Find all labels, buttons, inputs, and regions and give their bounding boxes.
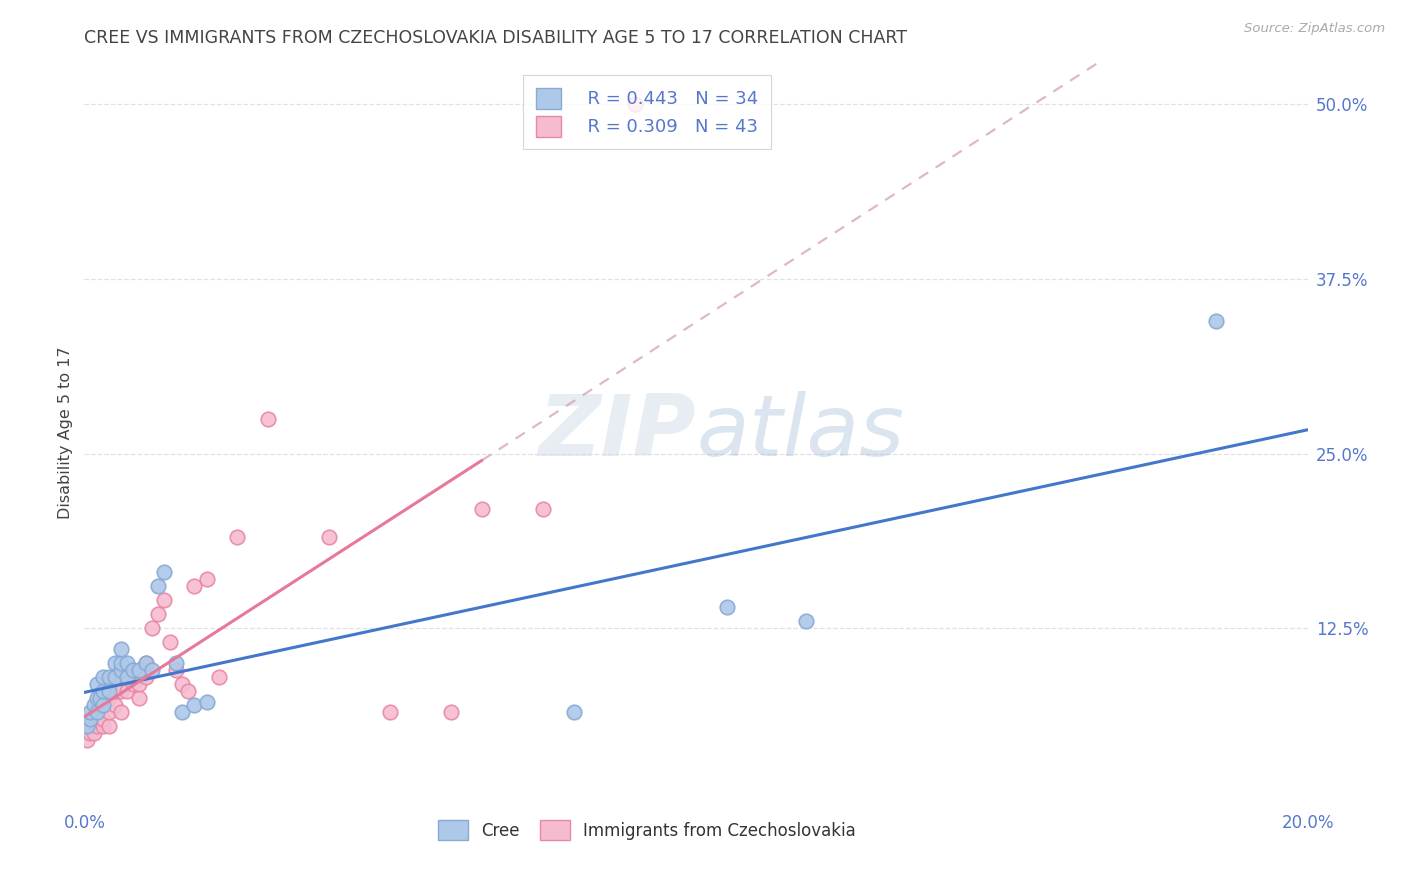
Point bbox=[135, 670, 157, 684]
Point bbox=[380, 705, 402, 719]
Point bbox=[91, 698, 114, 712]
Point bbox=[172, 677, 194, 691]
Point bbox=[226, 530, 249, 544]
Point bbox=[318, 530, 340, 544]
Point bbox=[79, 712, 101, 726]
Point bbox=[195, 695, 218, 709]
Point bbox=[97, 719, 120, 733]
Point bbox=[208, 670, 231, 684]
Point bbox=[104, 698, 127, 712]
Point bbox=[128, 677, 150, 691]
Point bbox=[104, 670, 127, 684]
Point bbox=[122, 663, 145, 677]
Point bbox=[115, 670, 138, 684]
Legend: Cree, Immigrants from Czechoslovakia: Cree, Immigrants from Czechoslovakia bbox=[432, 814, 863, 847]
Point bbox=[97, 684, 120, 698]
Point bbox=[153, 566, 176, 580]
Text: ZIP: ZIP bbox=[538, 391, 696, 475]
Point bbox=[128, 663, 150, 677]
Point bbox=[257, 411, 280, 425]
Point bbox=[172, 705, 194, 719]
Y-axis label: Disability Age 5 to 17: Disability Age 5 to 17 bbox=[58, 346, 73, 519]
Point bbox=[91, 698, 114, 712]
Point bbox=[794, 614, 817, 628]
Point bbox=[79, 719, 101, 733]
Point bbox=[531, 502, 554, 516]
Point bbox=[86, 719, 108, 733]
Point bbox=[115, 684, 138, 698]
Point bbox=[91, 719, 114, 733]
Point bbox=[624, 97, 647, 112]
Point bbox=[110, 642, 132, 657]
Point bbox=[110, 705, 132, 719]
Point bbox=[79, 726, 101, 740]
Point bbox=[562, 705, 585, 719]
Point bbox=[76, 733, 98, 747]
Point bbox=[104, 670, 127, 684]
Point bbox=[146, 579, 169, 593]
Point bbox=[159, 635, 181, 649]
Point bbox=[83, 698, 105, 712]
Point bbox=[97, 670, 120, 684]
Point bbox=[104, 656, 127, 670]
Point bbox=[86, 705, 108, 719]
Point bbox=[135, 656, 157, 670]
Point bbox=[115, 656, 138, 670]
Point bbox=[122, 663, 145, 677]
Point bbox=[141, 621, 163, 635]
Point bbox=[716, 600, 738, 615]
Point bbox=[91, 684, 114, 698]
Point bbox=[165, 656, 187, 670]
Point bbox=[91, 712, 114, 726]
Text: CREE VS IMMIGRANTS FROM CZECHOSLOVAKIA DISABILITY AGE 5 TO 17 CORRELATION CHART: CREE VS IMMIGRANTS FROM CZECHOSLOVAKIA D… bbox=[84, 29, 907, 47]
Point bbox=[153, 593, 176, 607]
Point bbox=[195, 572, 218, 586]
Point bbox=[183, 579, 205, 593]
Point bbox=[97, 691, 120, 706]
Point bbox=[86, 691, 108, 706]
Point bbox=[86, 677, 108, 691]
Point bbox=[79, 705, 101, 719]
Point bbox=[91, 670, 114, 684]
Text: Source: ZipAtlas.com: Source: ZipAtlas.com bbox=[1244, 22, 1385, 36]
Point bbox=[183, 698, 205, 712]
Point bbox=[165, 663, 187, 677]
Point bbox=[83, 726, 105, 740]
Point bbox=[86, 712, 108, 726]
Point bbox=[110, 656, 132, 670]
Point bbox=[110, 684, 132, 698]
Point bbox=[115, 670, 138, 684]
Point bbox=[122, 677, 145, 691]
Text: atlas: atlas bbox=[696, 391, 904, 475]
Point bbox=[110, 663, 132, 677]
Point bbox=[97, 705, 120, 719]
Point bbox=[76, 719, 98, 733]
Point bbox=[1205, 314, 1227, 328]
Point bbox=[471, 502, 494, 516]
Point bbox=[128, 691, 150, 706]
Point bbox=[141, 663, 163, 677]
Point bbox=[89, 691, 111, 706]
Point bbox=[440, 705, 463, 719]
Point bbox=[135, 656, 157, 670]
Point bbox=[177, 684, 200, 698]
Point bbox=[104, 684, 127, 698]
Point bbox=[146, 607, 169, 622]
